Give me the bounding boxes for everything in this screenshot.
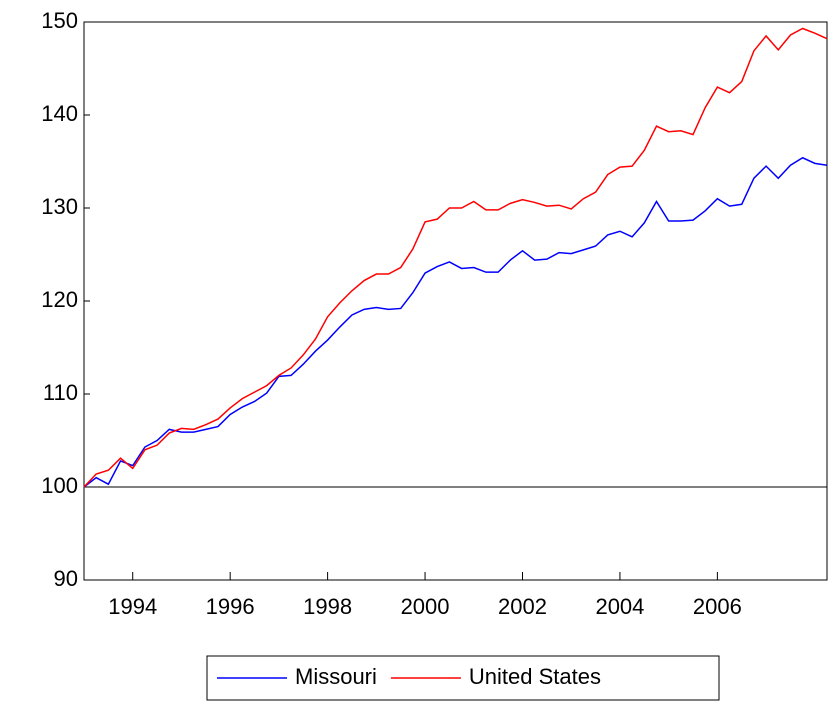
y-tick-label: 90 xyxy=(54,566,78,591)
y-tick-label: 120 xyxy=(41,287,78,312)
x-tick-label: 1998 xyxy=(303,594,352,619)
y-tick-label: 140 xyxy=(41,101,78,126)
y-tick-label: 130 xyxy=(41,194,78,219)
x-tick-label: 2004 xyxy=(595,594,644,619)
x-tick-label: 1996 xyxy=(206,594,255,619)
x-tick-label: 2002 xyxy=(498,594,547,619)
legend-label: Missouri xyxy=(295,664,377,689)
y-tick-label: 110 xyxy=(43,380,78,405)
x-tick-label: 2000 xyxy=(401,594,450,619)
series-line xyxy=(83,156,828,488)
plot-frame xyxy=(83,21,828,581)
x-tick-label: 2006 xyxy=(693,594,742,619)
series-line xyxy=(83,27,828,488)
x-tick-label: 1994 xyxy=(108,594,157,619)
y-tick-label: 150 xyxy=(41,8,78,33)
legend-label: United States xyxy=(469,664,601,689)
legend-box xyxy=(206,655,720,701)
y-tick-label: 100 xyxy=(41,473,78,498)
